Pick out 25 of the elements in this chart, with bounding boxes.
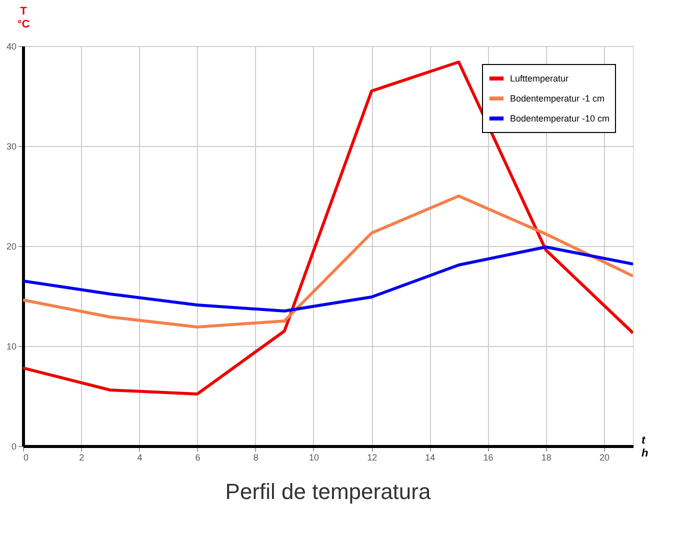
x-tick-label: 2	[79, 452, 84, 462]
text: Perfil de temperatura	[225, 479, 432, 504]
x-tick-label: 10	[308, 452, 319, 462]
y-tick-label: 40	[6, 42, 16, 52]
x-tick-label: 14	[425, 452, 436, 462]
x-tick-label: 12	[367, 452, 378, 462]
x-tick-label: 0	[24, 452, 29, 462]
x-tick-label: 18	[541, 452, 552, 462]
x-tick-label: 6	[195, 452, 200, 462]
legend-label: Lufttemperatur	[510, 74, 569, 84]
y-tick-label: 10	[6, 342, 16, 352]
line-series	[23, 194, 633, 328]
y-tick-label: 20	[6, 242, 16, 252]
y-axis-title: T °C	[17, 6, 30, 30]
x-tick-label: 8	[253, 452, 258, 462]
legend-label: Bodentemperatur -1 cm	[510, 94, 605, 104]
x-tick-label: 4	[137, 452, 142, 462]
x-tick-label: 16	[483, 452, 494, 462]
x-axis-title: t h	[642, 434, 648, 460]
line-series	[23, 60, 633, 396]
y-tick-label: 30	[6, 142, 16, 152]
legend-label: Bodentemperatur -10 cm	[510, 114, 610, 124]
x-tick-label: 20	[599, 452, 610, 462]
y-tick-label: 0	[11, 442, 16, 452]
line-series	[23, 246, 633, 312]
